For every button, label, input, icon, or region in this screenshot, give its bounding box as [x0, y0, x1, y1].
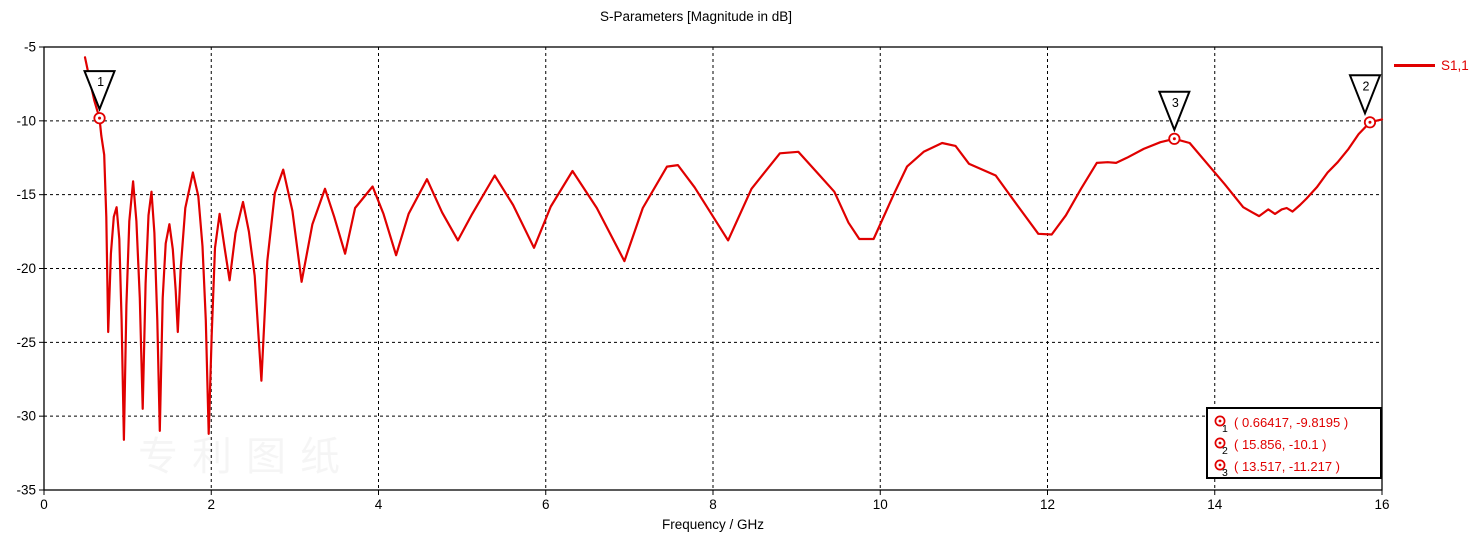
x-tick-label: 12 — [1040, 497, 1055, 512]
x-tick-label: 4 — [375, 497, 383, 512]
marker-number: 3 — [1222, 467, 1228, 479]
marker-flag-number: 1 — [97, 75, 104, 89]
y-tick-label: -30 — [16, 409, 36, 424]
marker-number: 1 — [1222, 423, 1228, 435]
y-tick-label: -15 — [16, 187, 36, 202]
marker-point-dot — [1172, 137, 1176, 141]
x-tick-label: 16 — [1374, 497, 1389, 512]
x-tick-label: 8 — [709, 497, 717, 512]
marker-point-icon: 2 — [1208, 434, 1234, 457]
marker-point-dot — [98, 116, 102, 120]
x-axis-label: Frequency / GHz — [661, 517, 765, 532]
marker-readout-value: ( 0.66417, -9.8195 ) — [1234, 414, 1349, 430]
x-tick-label: 2 — [207, 497, 215, 512]
marker-flag-number: 3 — [1172, 96, 1179, 110]
marker-readout-value: ( 15.856, -10.1 ) — [1234, 436, 1327, 452]
marker-flag-triangle[interactable] — [1348, 74, 1382, 117]
x-tick-label: 14 — [1207, 497, 1223, 512]
marker-point-dot — [1368, 120, 1372, 124]
marker-readout-box: 1 ( 0.66417, -9.8195 ) 2 ( 15.856, -10.1… — [1206, 407, 1382, 479]
marker-flag-number: 2 — [1363, 79, 1370, 93]
marker-readout-row: 3 ( 13.517, -11.217 ) — [1208, 455, 1380, 479]
marker-readout-row: 2 ( 15.856, -10.1 ) — [1208, 433, 1380, 457]
legend-line-swatch — [1394, 64, 1435, 67]
y-tick-label: -25 — [16, 335, 36, 350]
chart-title: S-Parameters [Magnitude in dB] — [599, 9, 793, 24]
y-tick-label: -35 — [16, 483, 36, 498]
marker-flag-triangle[interactable] — [1157, 90, 1191, 133]
s11-curve[interactable] — [83, 56, 1384, 441]
marker-point-icon: 1 — [1208, 412, 1234, 435]
x-tick-label: 0 — [40, 497, 48, 512]
plot-frame — [43, 46, 1383, 491]
y-tick-label: -10 — [16, 113, 36, 128]
legend-label: S1,1 — [1441, 58, 1469, 73]
marker-flag-triangle[interactable] — [83, 70, 117, 112]
y-tick-label: -5 — [24, 40, 36, 55]
x-tick-label: 6 — [542, 497, 550, 512]
marker-point-icon: 3 — [1208, 456, 1234, 479]
marker-number: 2 — [1222, 445, 1228, 457]
marker-readout-row: 1 ( 0.66417, -9.8195 ) — [1208, 411, 1380, 435]
x-tick-label: 10 — [873, 497, 888, 512]
legend: S1,1 — [1394, 58, 1469, 73]
marker-readout-value: ( 13.517, -11.217 ) — [1234, 458, 1340, 474]
y-tick-label: -20 — [16, 261, 36, 276]
